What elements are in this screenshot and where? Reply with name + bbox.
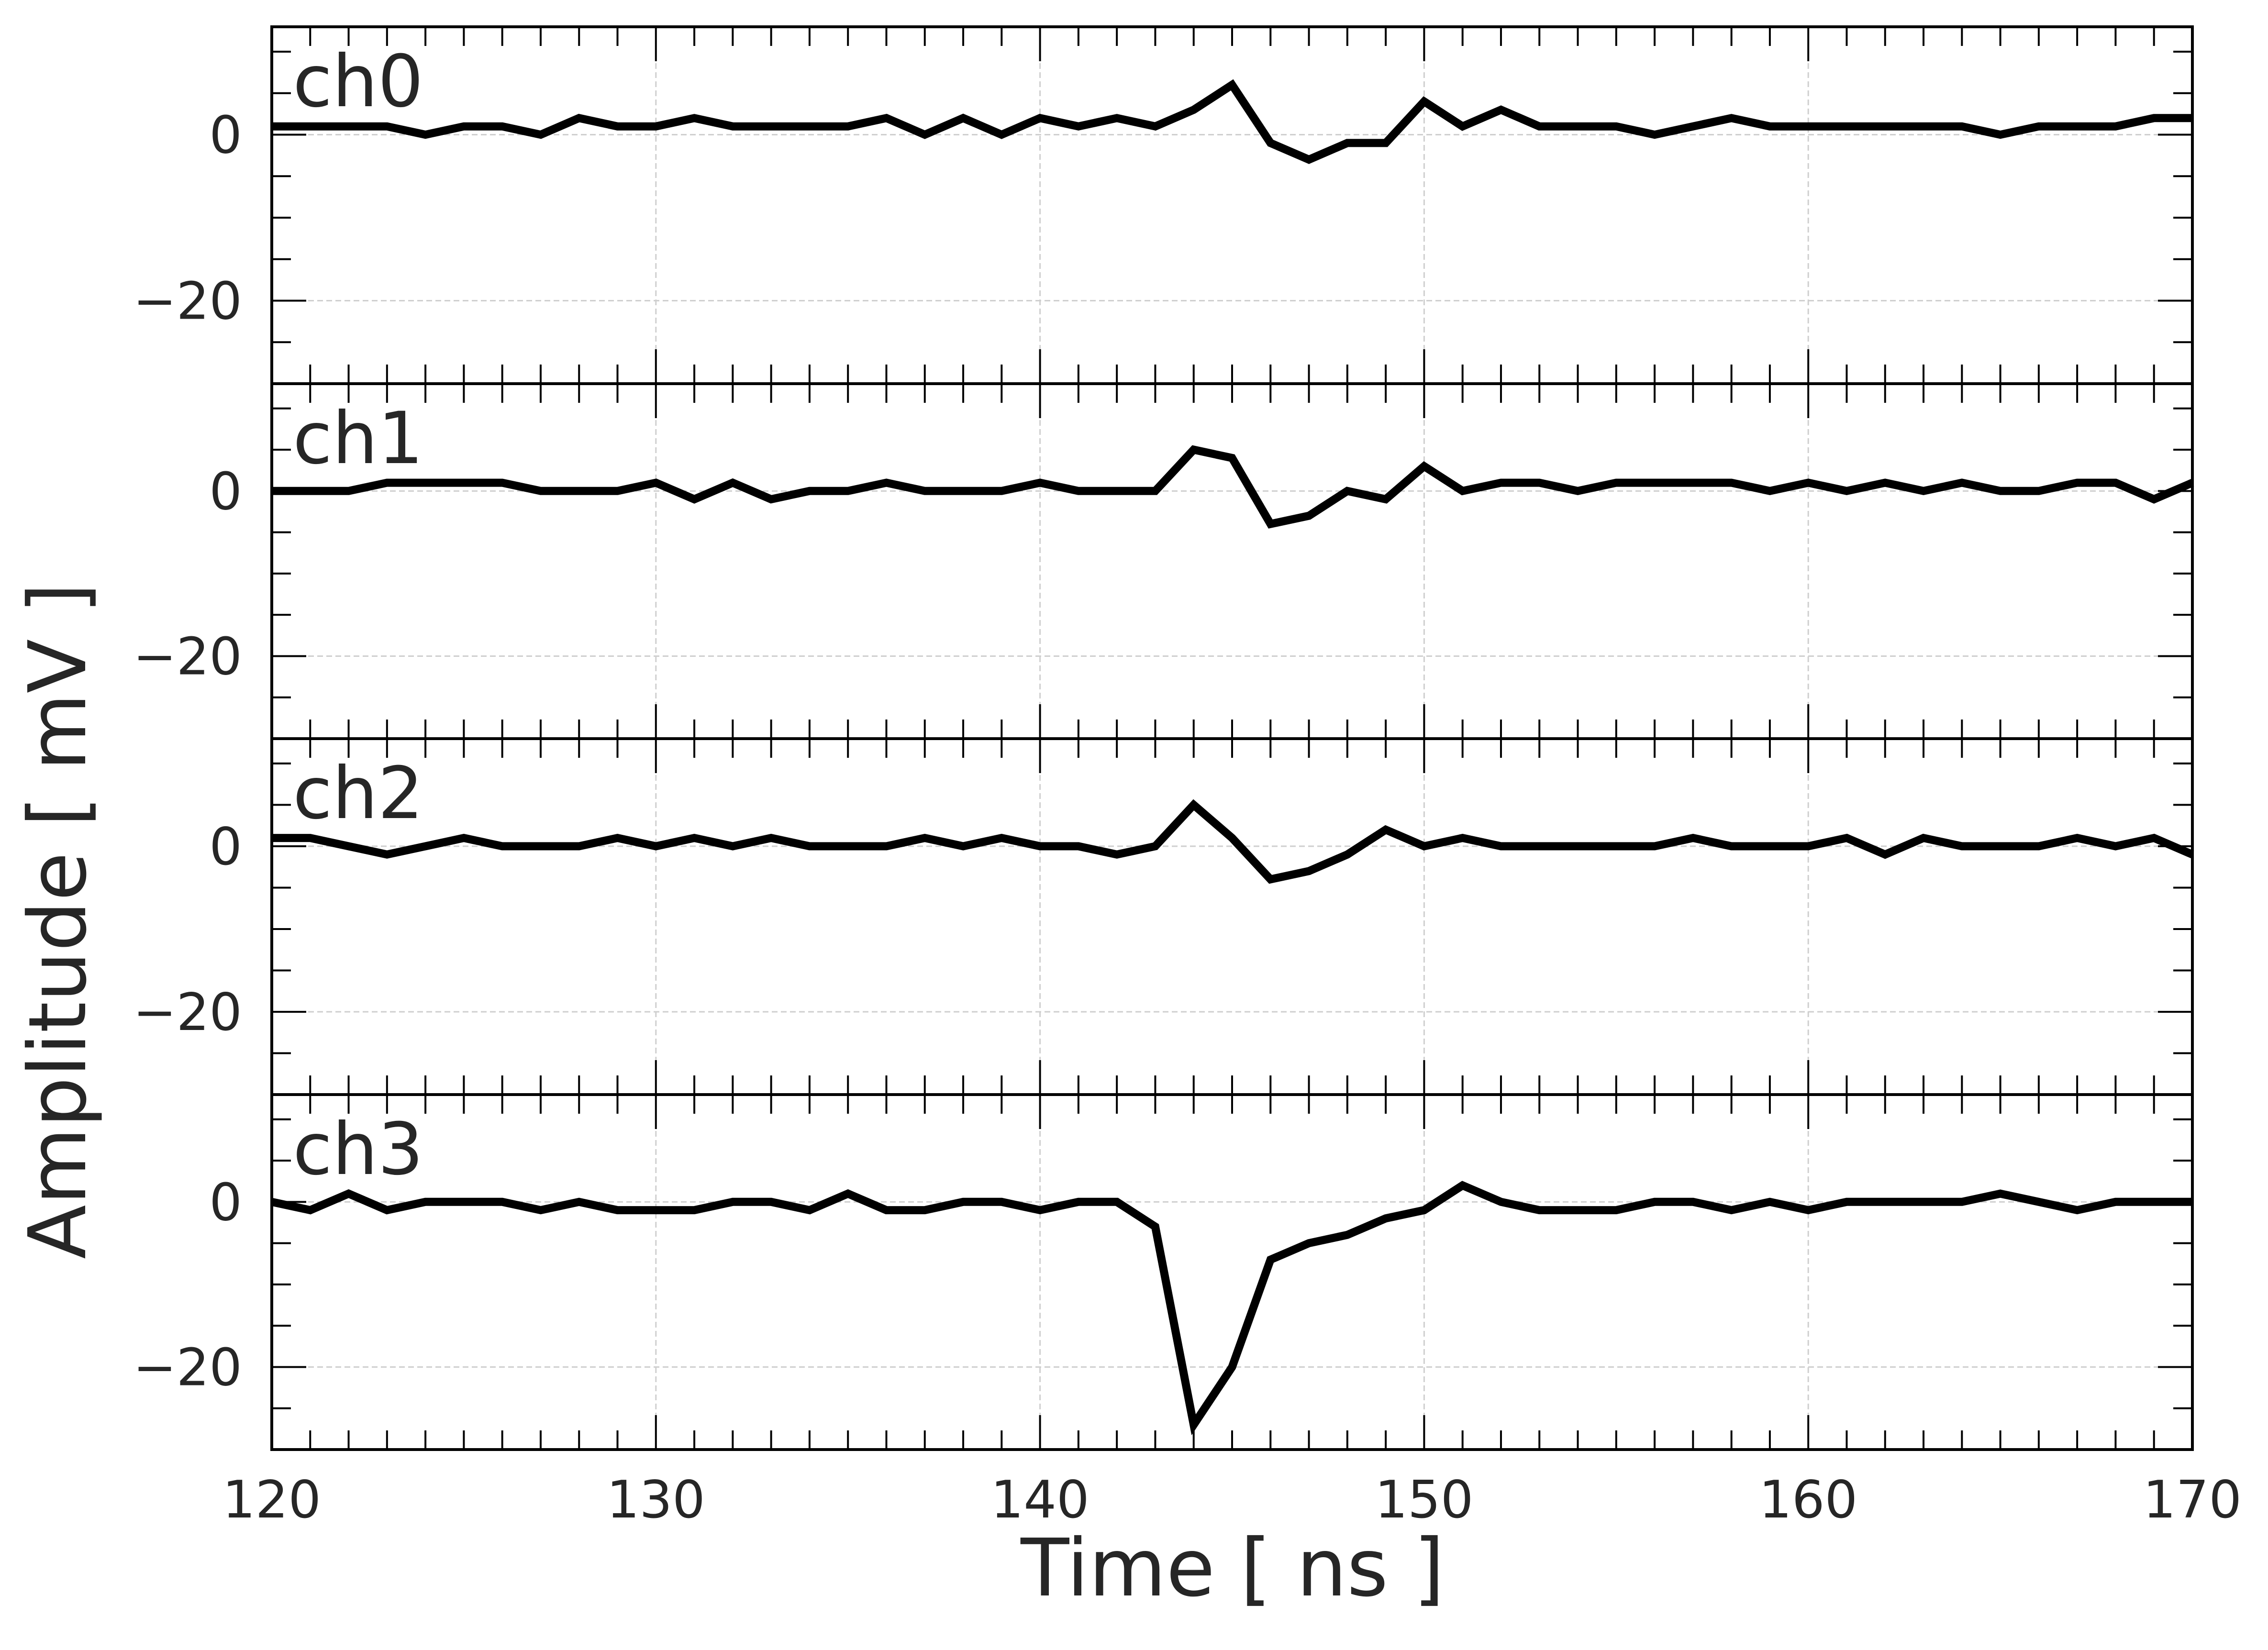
series-line-ch0 (272, 79, 2192, 164)
x-tick-label: 130 (607, 1470, 705, 1530)
x-tick-label: 150 (1375, 1470, 1473, 1530)
panel-frame (270, 737, 2194, 1096)
panel-label-ch2: ch2 (293, 752, 423, 835)
panel-ch1: −20 0 ch1 (133, 382, 2194, 740)
series-line-ch1 (272, 445, 2194, 529)
panel-frame (270, 382, 2194, 740)
series-line-ch3 (271, 1181, 2192, 1436)
panel-ch2: −20 0 ch2 (133, 737, 2194, 1096)
y-tick-label: 0 (209, 462, 242, 521)
x-tick-label: 140 (991, 1470, 1090, 1530)
x-tick-label: 170 (2143, 1470, 2242, 1530)
y-tick-label: −20 (133, 272, 242, 332)
y-tick-label: −20 (133, 1338, 242, 1397)
x-tick-label: 160 (1759, 1470, 1857, 1530)
y-tick-label: −20 (133, 983, 242, 1042)
y-tick-label: 0 (209, 106, 242, 166)
x-tick-label: 120 (222, 1470, 321, 1530)
x-axis-label: Time [ ns ] (1020, 1522, 1445, 1615)
panel-label-ch1: ch1 (293, 397, 423, 480)
series-line-ch2 (272, 799, 2194, 884)
x-tick-labels: 120 130 140 150 160 170 (222, 1470, 2242, 1530)
panel-ch0: −20 0 ch0 (133, 25, 2194, 385)
panel-label-ch0: ch0 (293, 40, 423, 123)
y-axis-label: Amplitude [ mV ] (12, 583, 104, 1259)
panel-label-ch3: ch3 (293, 1108, 423, 1191)
panel-frame (270, 1093, 2194, 1451)
y-tick-label: 0 (209, 817, 242, 877)
y-tick-label: −20 (133, 627, 242, 687)
panels: −20 0 ch0 −20 0 ch1 −20 0 ch2 −20 0 ch3 (133, 25, 2194, 1451)
y-tick-label: 0 (209, 1173, 242, 1232)
panel-ch3: −20 0 ch3 (133, 1093, 2194, 1451)
